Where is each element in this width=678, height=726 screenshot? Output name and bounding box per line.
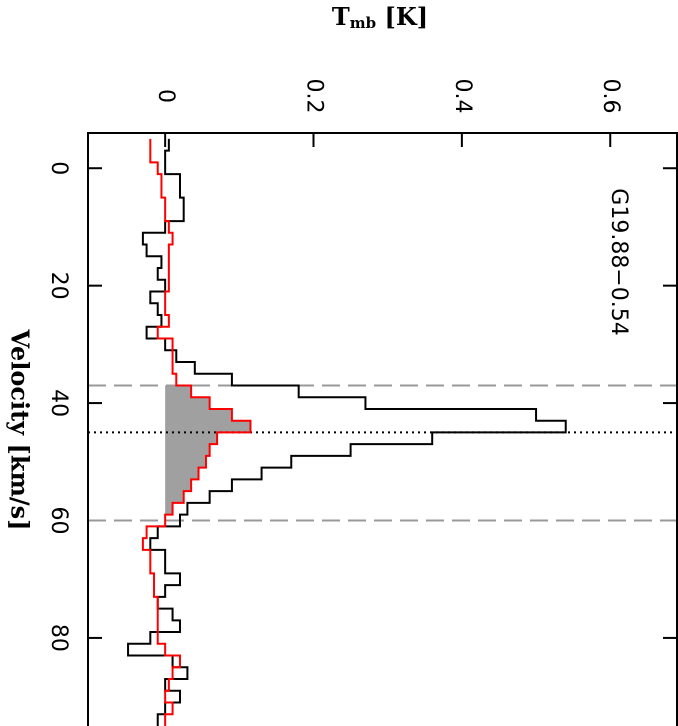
label-main: T <box>332 2 350 31</box>
plot-frame <box>87 132 678 726</box>
step-line <box>127 138 567 726</box>
chart-title: G19.88−0.54 <box>606 188 631 335</box>
y-axis-label: Tmb [K] <box>332 2 428 33</box>
label-unit: [K] <box>376 2 428 31</box>
step-line <box>141 138 252 726</box>
y-tick-label: 0.6 <box>598 79 623 114</box>
y-tick-label: 0 <box>153 89 178 103</box>
x-tick-label: 60 <box>46 507 71 535</box>
label-sub: mb <box>350 14 376 32</box>
y-tick-label: 0.4 <box>450 79 475 114</box>
y-tick-label: 0.2 <box>302 79 327 114</box>
x-tick-label: 0 <box>46 161 71 175</box>
x-tick-label: 40 <box>46 389 71 417</box>
x-tick-label: 20 <box>46 272 71 300</box>
x-axis-label: Velocity [km/s] <box>6 329 35 531</box>
x-tick-label: 80 <box>46 624 71 652</box>
filled-area <box>165 385 251 521</box>
